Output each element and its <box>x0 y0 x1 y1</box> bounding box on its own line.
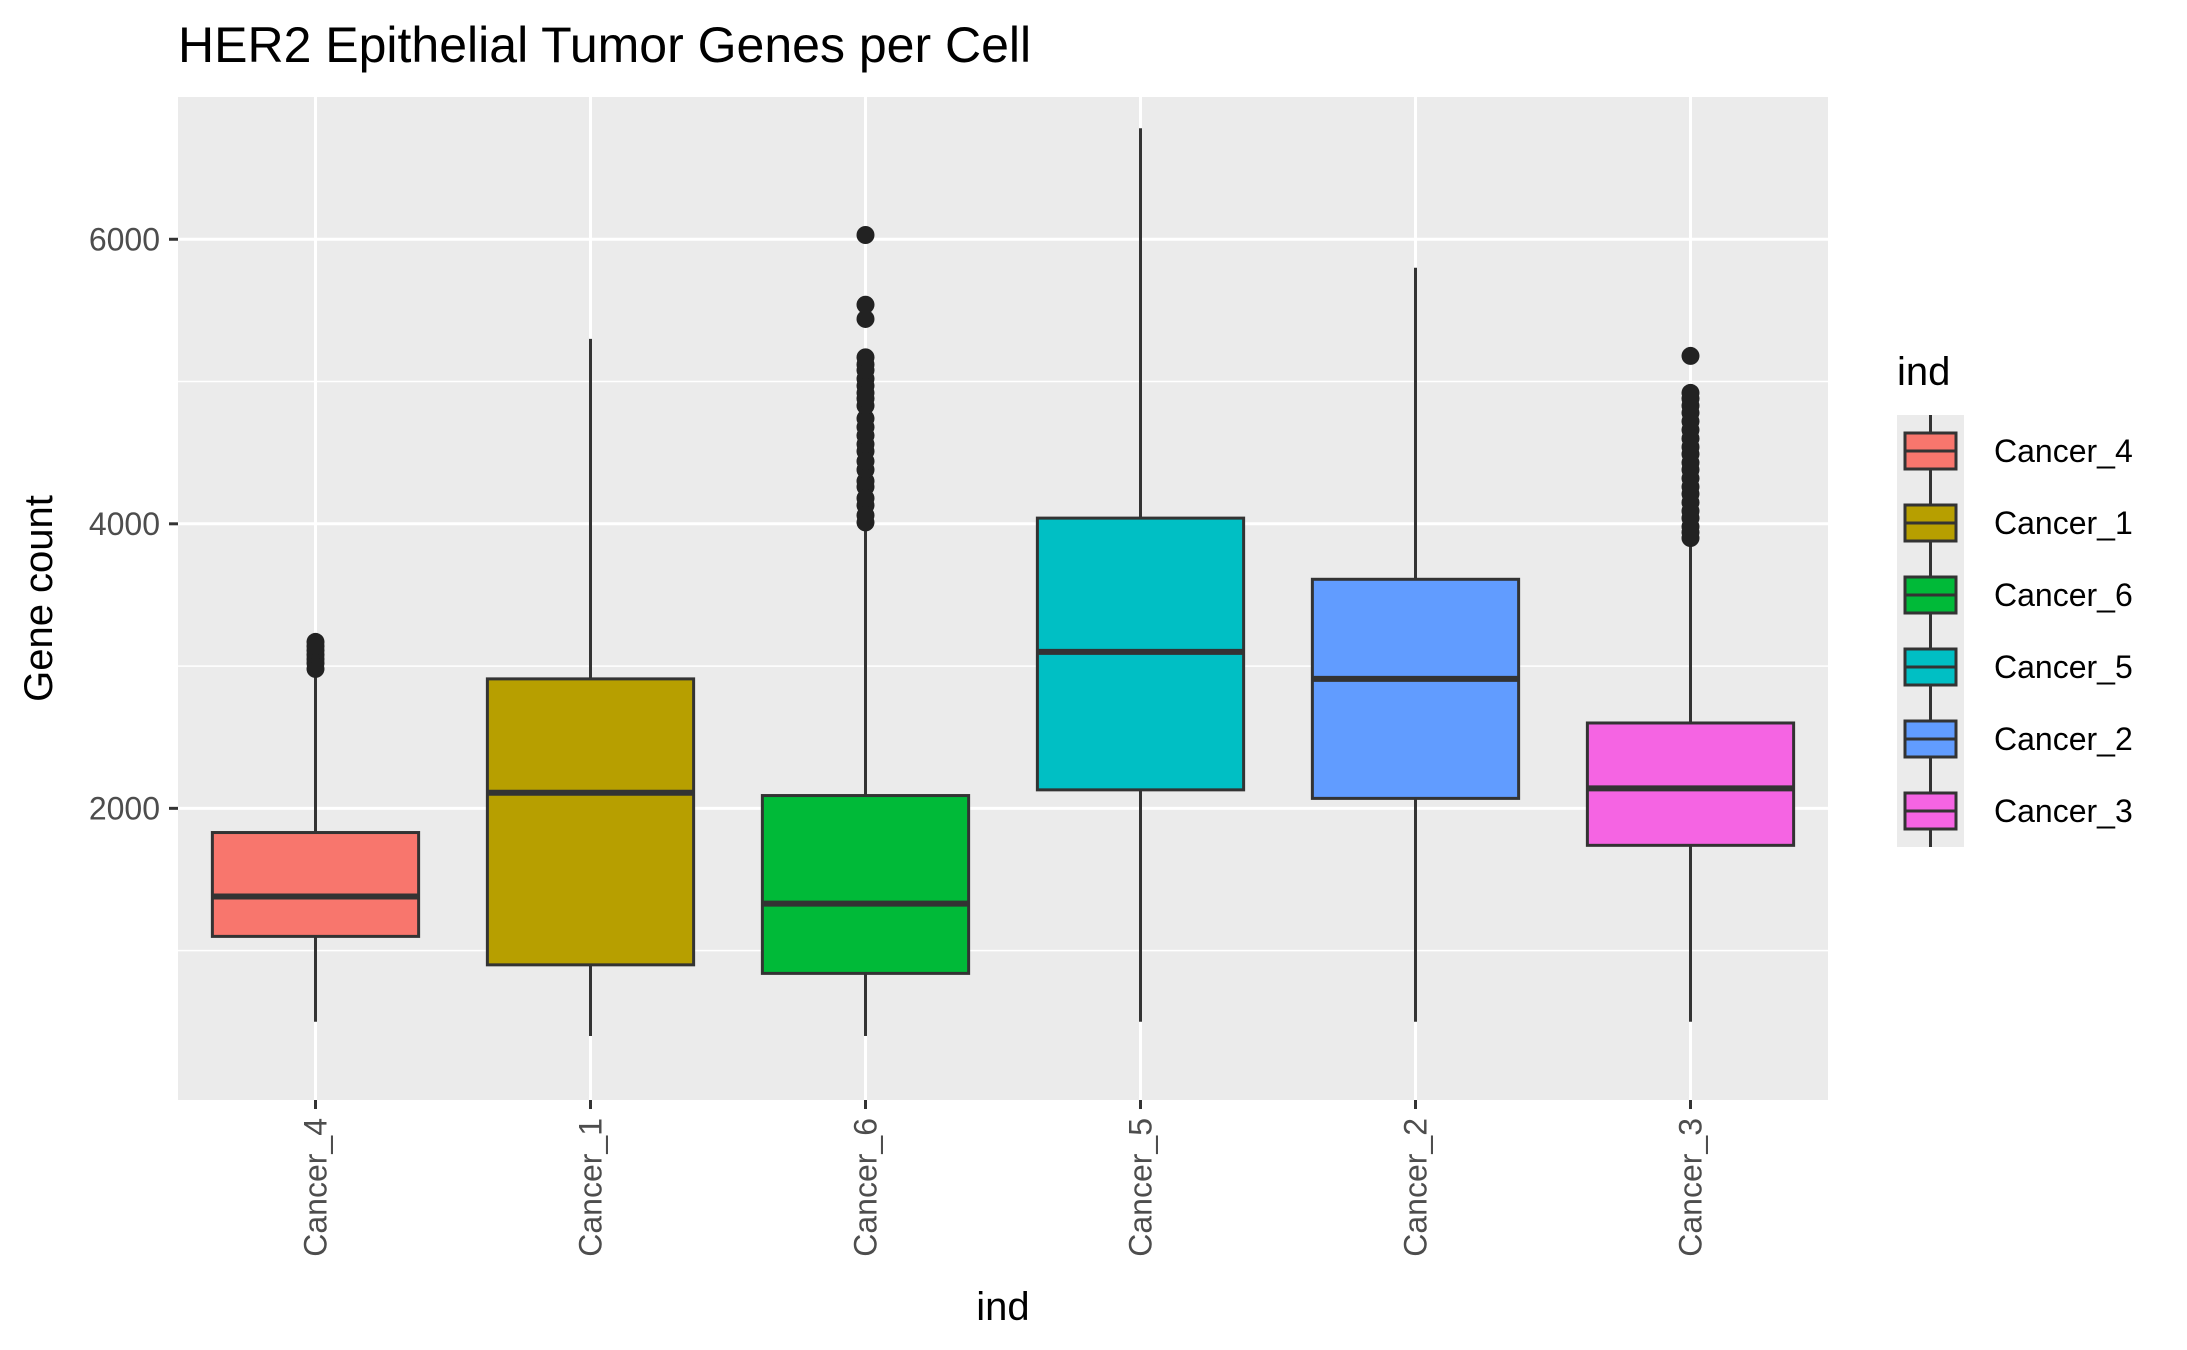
legend-label: Cancer_2 <box>1994 721 2133 757</box>
outlier-point <box>856 309 875 328</box>
box-Cancer_3 <box>1585 346 1796 1022</box>
legend-item-Cancer_2: Cancer_2 <box>1903 703 2133 775</box>
x-tick-label: Cancer_2 <box>1398 1118 1434 1257</box>
legend-item-Cancer_5: Cancer_5 <box>1903 631 2133 703</box>
x-axis-title: ind <box>976 1285 1029 1329</box>
legend-label: Cancer_6 <box>1994 577 2133 613</box>
x-tick-label: Cancer_1 <box>573 1118 609 1257</box>
x-tick-label: Cancer_4 <box>298 1118 334 1257</box>
x-axis: Cancer_4 Cancer_1 Cancer_6 Cancer_5 Cancer_2… <box>298 1100 1709 1257</box>
x-tick-label: Cancer_5 <box>1123 1118 1159 1257</box>
box-iqr <box>1310 577 1521 800</box>
x-tick-label: Cancer_3 <box>1673 1118 1709 1257</box>
legend: ind Cancer_4 Cancer_1 Cancer_6 Cancer_5 Canc… <box>1897 350 2133 847</box>
y-axis-title: Gene count <box>17 495 61 702</box>
outlier-point <box>856 409 875 428</box>
plot-panel <box>178 97 1828 1100</box>
y-tick-label: 4000 <box>89 506 160 542</box>
chart-title: HER2 Epithelial Tumor Genes per Cell <box>178 17 1031 73</box>
legend-label: Cancer_3 <box>1994 793 2133 829</box>
legend-label: Cancer_1 <box>1994 505 2133 541</box>
box-iqr <box>485 677 696 967</box>
box-Cancer_5 <box>1035 128 1246 1022</box>
outlier-point <box>306 632 325 651</box>
box-iqr <box>1585 721 1796 847</box>
box-Cancer_1 <box>485 338 696 1036</box>
outlier-point <box>1681 383 1700 402</box>
box-Cancer_6 <box>760 226 971 1036</box>
y-tick-label: 2000 <box>89 790 160 826</box>
x-tick-label: Cancer_6 <box>848 1118 884 1257</box>
outlier-point <box>856 295 875 314</box>
legend-item-Cancer_1: Cancer_1 <box>1903 487 2133 559</box>
legend-title: ind <box>1897 350 1950 394</box>
legend-item-Cancer_4: Cancer_4 <box>1903 415 2133 487</box>
box-Cancer_2 <box>1310 267 1521 1022</box>
y-tick-label: 6000 <box>89 221 160 257</box>
outlier-point <box>1681 346 1700 365</box>
legend-item-Cancer_3: Cancer_3 <box>1903 775 2133 847</box>
box-group <box>210 128 1796 1036</box>
legend-item-Cancer_6: Cancer_6 <box>1903 559 2133 631</box>
box-iqr <box>210 831 421 938</box>
y-axis: 2000 4000 6000 <box>89 221 178 826</box>
box-Cancer_4 <box>210 632 421 1022</box>
legend-label: Cancer_5 <box>1994 649 2133 685</box>
box-iqr <box>760 794 971 975</box>
outlier-point <box>856 226 875 245</box>
legend-label: Cancer_4 <box>1994 433 2133 469</box>
outlier-point <box>856 348 875 367</box>
